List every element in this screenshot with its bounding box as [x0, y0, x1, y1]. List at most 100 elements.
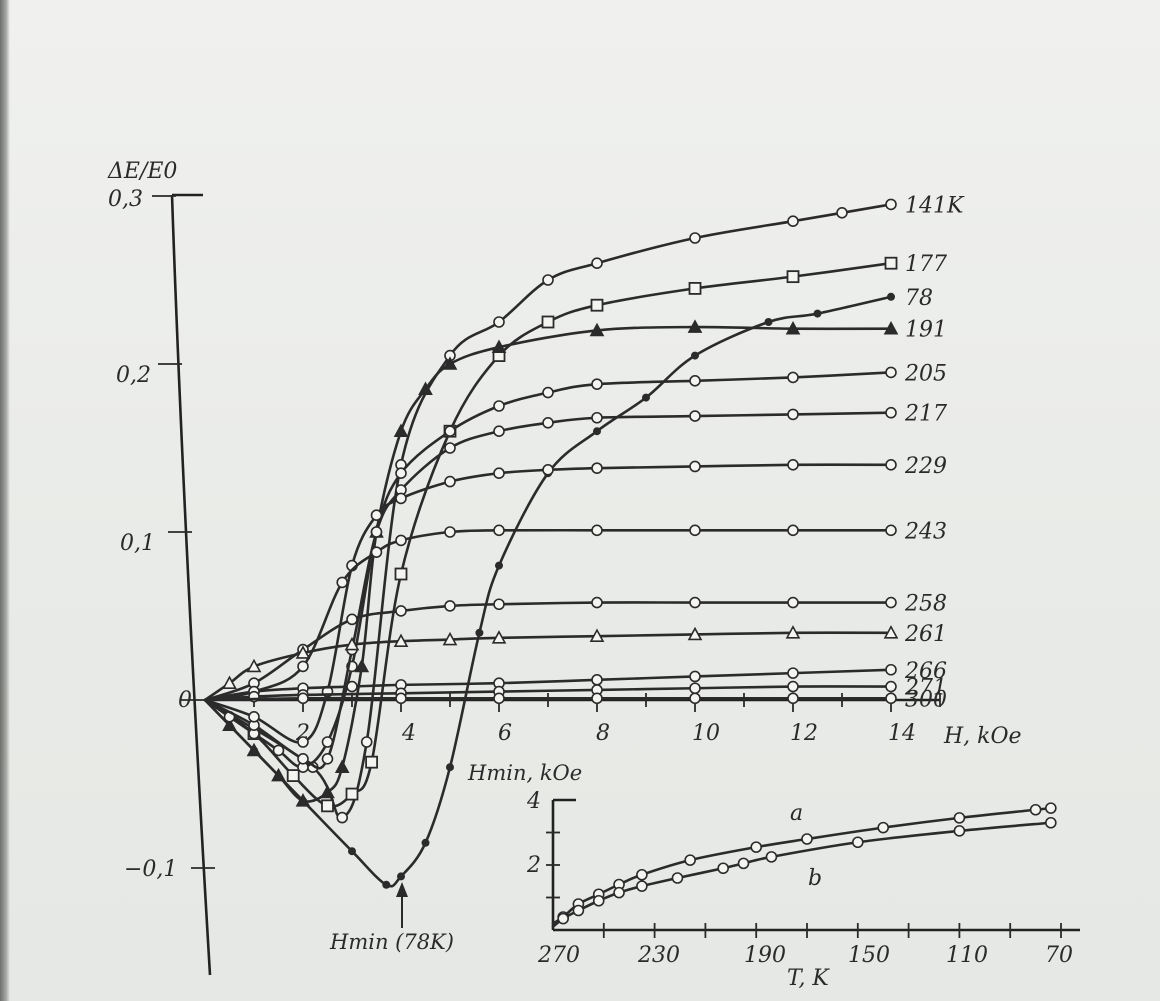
inset-y-axis-label: Hmin, kOe: [467, 761, 582, 785]
point-191: [271, 767, 286, 782]
point-177: [541, 315, 555, 329]
point-inset-b: [765, 851, 778, 863]
point-205: [272, 744, 285, 757]
point-261: [344, 636, 360, 651]
point-141K: [836, 207, 848, 219]
point-177: [345, 787, 359, 801]
point-191: [246, 742, 262, 757]
inset-x-axis-label: T, K: [787, 966, 830, 991]
point-243: [395, 534, 407, 547]
point-inset-a: [1045, 802, 1057, 814]
point-271: [689, 682, 701, 695]
series-line-300: [203, 696, 893, 702]
point-300: [885, 692, 897, 705]
point-261: [883, 625, 899, 639]
point-191: [222, 717, 237, 731]
point-229: [248, 710, 260, 723]
series-label: 141K: [905, 193, 965, 218]
point-78: [813, 309, 822, 318]
y-tick-label: 0: [178, 688, 192, 713]
point-191: [785, 321, 801, 335]
point-300: [395, 692, 407, 705]
point-229: [542, 464, 554, 476]
y-tick-marks: [152, 195, 215, 869]
point-141K: [493, 316, 505, 328]
point-191: [320, 784, 335, 799]
series-line-205: [203, 371, 893, 769]
y-tick-label: −0,1: [124, 857, 177, 882]
point-217: [370, 526, 383, 538]
point-191: [687, 319, 703, 333]
point-177: [590, 298, 604, 312]
point-258: [885, 596, 897, 609]
point-243: [370, 546, 383, 558]
point-177: [884, 256, 898, 270]
y-axis: [170, 194, 212, 976]
point-78: [642, 393, 650, 402]
point-217: [885, 406, 897, 419]
point-191: [491, 339, 507, 353]
point-229: [444, 475, 456, 488]
point-217: [297, 752, 309, 765]
point-258: [346, 613, 358, 626]
point-300: [787, 692, 799, 705]
point-177: [365, 755, 379, 769]
inset-x-tick-label: 70: [1045, 943, 1073, 968]
point-266: [689, 670, 701, 683]
point-141K: [689, 232, 701, 244]
x-axis-label: H, kOe: [943, 724, 1022, 749]
y-tick-label: 0,1: [120, 531, 155, 556]
point-229: [689, 460, 701, 473]
point-217: [787, 408, 799, 421]
point-261: [246, 658, 262, 673]
inset-y-tick-label: 2: [526, 853, 541, 878]
point-78: [348, 847, 356, 856]
point-inset-a: [801, 833, 813, 845]
x-tick-label: 10: [692, 721, 720, 746]
inset-series-label-b: b: [808, 866, 822, 891]
point-191: [589, 322, 605, 337]
point-261: [393, 633, 409, 647]
point-78: [764, 318, 773, 326]
point-inset-b: [717, 862, 729, 875]
point-205: [395, 467, 407, 480]
point-243: [591, 524, 603, 537]
main-series-group: [203, 198, 899, 889]
point-217: [542, 416, 554, 429]
point-266: [591, 674, 603, 686]
point-205: [493, 400, 505, 412]
x-tick-label: 12: [790, 721, 818, 746]
inset-x-tick-label: 190: [744, 943, 786, 968]
point-217: [689, 410, 701, 422]
y-tick-label: 0,2: [116, 363, 151, 388]
point-243: [885, 524, 897, 537]
point-258: [493, 598, 505, 611]
series-label: 191: [905, 318, 947, 343]
hmin-arrow-head: [396, 882, 408, 897]
point-inset-a: [684, 854, 696, 866]
point-78: [495, 561, 503, 570]
point-78: [421, 838, 430, 847]
series-line-271: [203, 685, 893, 702]
point-inset-a: [877, 821, 890, 834]
point-229: [787, 458, 799, 471]
point-78: [446, 763, 454, 772]
x-tick-label: 8: [596, 721, 610, 746]
point-205: [444, 425, 456, 438]
point-258: [395, 605, 407, 617]
x-tick-label: 14: [888, 721, 916, 746]
inset-series-label-a: a: [790, 801, 803, 826]
point-78: [887, 292, 895, 301]
point-243: [297, 660, 309, 673]
point-177: [286, 769, 300, 782]
point-300: [493, 692, 505, 705]
series-label: 177: [905, 252, 947, 277]
point-217: [591, 411, 603, 424]
inset-series-group: [551, 802, 1057, 929]
point-261: [491, 630, 507, 644]
point-141K: [360, 736, 373, 748]
point-243: [336, 576, 349, 589]
point-261: [222, 675, 237, 689]
series-label: 300: [905, 687, 947, 712]
